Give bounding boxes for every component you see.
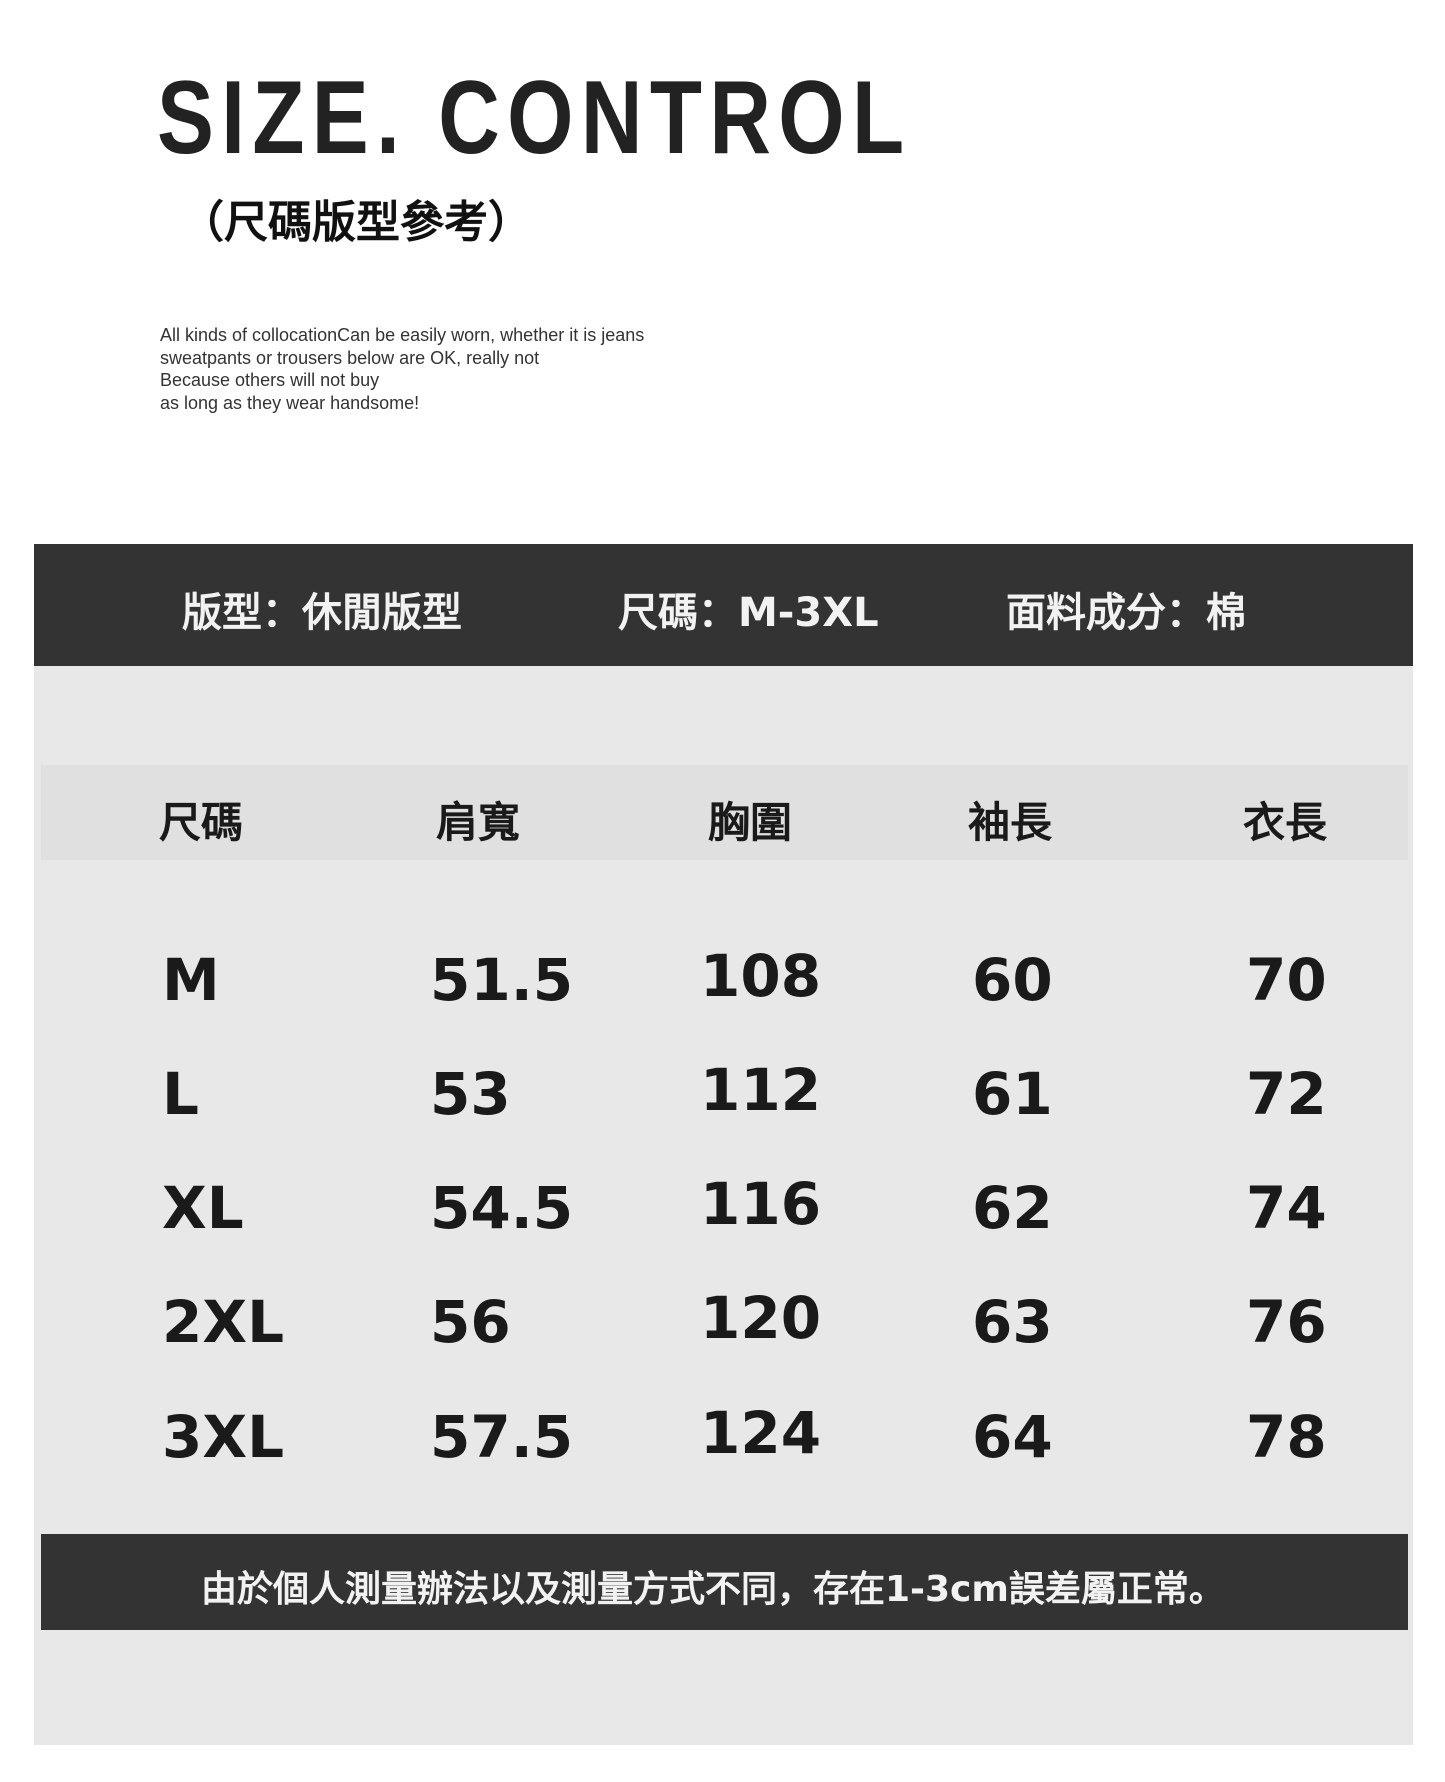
table-cell: 120: [700, 1284, 822, 1352]
table-cell: 63: [972, 1288, 1053, 1356]
table-cell: L: [162, 1060, 199, 1128]
table-cell: 54.5: [430, 1174, 574, 1242]
description: All kinds of collocationCan be easily wo…: [160, 324, 644, 414]
table-cell: 78: [1246, 1403, 1327, 1471]
table-cell: 124: [700, 1399, 822, 1467]
size-table-header: 尺碼 肩寬 胸圍 袖長 衣長: [41, 765, 1408, 860]
table-cell: XL: [162, 1174, 244, 1242]
table-cell: 2XL: [162, 1288, 285, 1356]
measurement-note: 由於個人測量辦法以及測量方式不同，存在1-3cm誤差屬正常。: [201, 1569, 1225, 1610]
column-header: 袖長: [968, 798, 1053, 847]
description-line: sweatpants or trousers below are OK, rea…: [160, 347, 540, 368]
note-bar: 由於個人測量辦法以及測量方式不同，存在1-3cm誤差屬正常。: [41, 1534, 1408, 1630]
column-header: 胸圍: [708, 798, 793, 847]
table-cell: M: [162, 946, 220, 1014]
table-cell: 108: [700, 942, 822, 1010]
page-subtitle: （尺碼版型參考）: [180, 197, 532, 248]
column-header: 肩寬: [436, 798, 521, 847]
table-cell: 57.5: [430, 1403, 574, 1471]
column-header: 衣長: [1243, 798, 1328, 847]
table-cell: 70: [1246, 946, 1327, 1014]
description-line: Because others will not buy: [160, 370, 380, 390]
description-line: All kinds of collocationCan be easily wo…: [160, 325, 645, 345]
table-cell: 53: [430, 1060, 511, 1128]
info-fabric: 面料成分：棉: [1006, 590, 1246, 636]
table-cell: 61: [972, 1060, 1053, 1128]
description-line: as long as they wear handsome!: [160, 392, 420, 413]
table-cell: 72: [1246, 1060, 1327, 1128]
table-cell: 56: [430, 1288, 511, 1356]
info-fit: 版型：休閒版型: [182, 590, 462, 636]
info-size-range: 尺碼：M-3XL: [618, 590, 879, 636]
table-cell: 64: [972, 1403, 1053, 1471]
table-cell: 3XL: [162, 1403, 285, 1471]
table-cell: 60: [972, 946, 1053, 1014]
page-title: SIZE. CONTROL: [157, 60, 912, 176]
column-header: 尺碼: [159, 798, 244, 847]
info-bar: 版型：休閒版型 尺碼：M-3XL 面料成分：棉: [34, 544, 1413, 666]
table-cell: 112: [700, 1056, 822, 1124]
table-cell: 116: [700, 1170, 822, 1238]
table-cell: 62: [972, 1174, 1053, 1242]
table-cell: 76: [1246, 1288, 1327, 1356]
table-cell: 74: [1246, 1174, 1327, 1242]
table-cell: 51.5: [430, 946, 574, 1014]
